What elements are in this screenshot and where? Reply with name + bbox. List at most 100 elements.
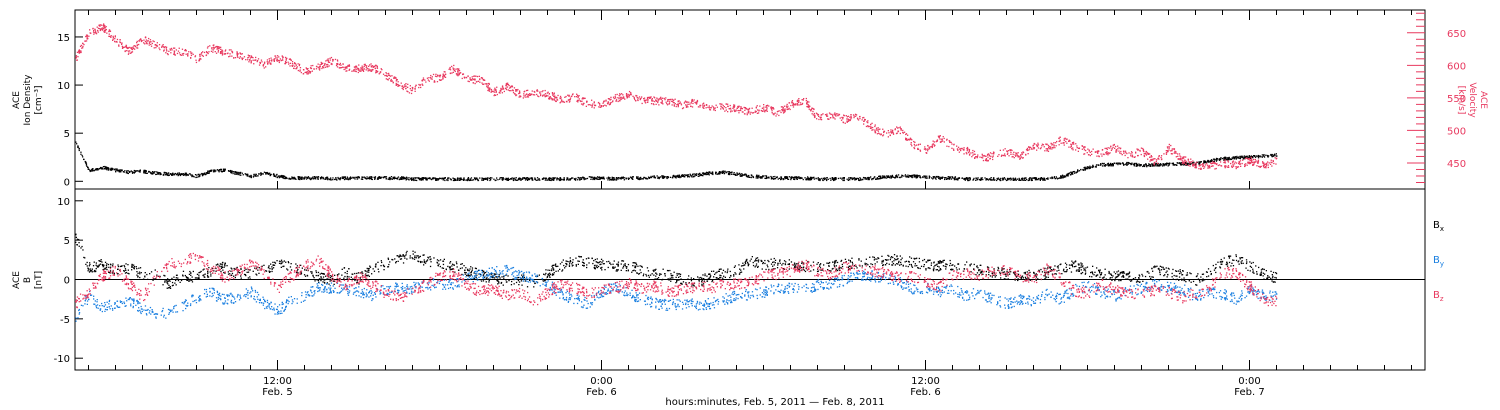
velocity-point: [103, 24, 105, 26]
velocity-point: [85, 40, 88, 42]
velocity-point: [1158, 155, 1160, 158]
velocity-point: [872, 126, 874, 129]
density-point: [692, 173, 694, 175]
velocity-point: [1272, 160, 1274, 162]
density-point: [368, 176, 370, 178]
density-point: [216, 169, 218, 171]
density-point: [593, 178, 595, 180]
density-point: [1236, 157, 1238, 159]
velocity-point: [105, 26, 107, 28]
density-point: [1261, 154, 1263, 156]
density-point: [1145, 164, 1147, 166]
density-point: [507, 177, 509, 179]
density-point: [466, 179, 468, 181]
density-point: [1013, 178, 1015, 180]
velocity-point: [973, 153, 975, 155]
density-point: [222, 168, 225, 170]
density-point: [131, 172, 134, 174]
velocity-point: [271, 59, 273, 61]
velocity-point: [1076, 145, 1078, 147]
density-point: [1203, 161, 1205, 163]
velocity-point: [81, 47, 83, 49]
velocity-point: [905, 138, 907, 141]
velocity-point: [1171, 148, 1173, 150]
density-point: [780, 177, 782, 180]
velocity-point: [1033, 148, 1035, 150]
density-point: [470, 179, 472, 181]
density-point: [1257, 154, 1259, 157]
density-point: [1163, 165, 1165, 167]
velocity-point: [1059, 136, 1061, 138]
density-point: [368, 178, 370, 180]
density-point: [342, 177, 344, 179]
velocity-point: [106, 32, 108, 34]
density-point: [189, 173, 191, 175]
density-point: [255, 173, 257, 176]
velocity-point: [229, 53, 231, 55]
velocity-point: [709, 107, 711, 109]
velocity-point: [421, 83, 423, 85]
density-point: [1210, 160, 1212, 163]
velocity-point: [710, 107, 712, 109]
density-point: [396, 178, 398, 180]
density-point: [691, 176, 693, 178]
density-point: [1023, 178, 1025, 180]
density-point: [704, 173, 706, 176]
velocity-point: [826, 114, 828, 116]
velocity-point: [811, 113, 813, 115]
density-point: [659, 176, 662, 178]
velocity-point: [460, 72, 462, 74]
density-point: [178, 172, 180, 174]
density-point: [773, 178, 775, 180]
velocity-point: [794, 103, 797, 105]
density-point: [550, 179, 552, 182]
velocity-point: [421, 79, 423, 82]
left-density-axis-title-line: Ion Density: [23, 74, 33, 126]
density-point: [1135, 162, 1138, 165]
velocity-point: [572, 93, 574, 95]
density-point: [95, 168, 97, 170]
velocity-point: [759, 105, 761, 107]
density-point: [738, 172, 741, 174]
density-point: [534, 177, 536, 179]
density-point: [699, 172, 701, 175]
density-point: [770, 175, 772, 178]
velocity-point: [1185, 163, 1187, 165]
velocity-point: [936, 140, 938, 142]
velocity-point: [1181, 157, 1183, 160]
density-point: [1156, 165, 1158, 167]
velocity-point: [705, 107, 707, 109]
velocity-point: [501, 88, 503, 90]
velocity-point: [368, 69, 370, 72]
density-point: [253, 173, 255, 175]
velocity-point: [103, 29, 106, 32]
density-point: [888, 176, 890, 178]
velocity-point: [555, 97, 557, 99]
velocity-point: [482, 83, 485, 85]
velocity-point: [313, 68, 315, 70]
velocity-point: [238, 57, 241, 59]
velocity-point: [1190, 161, 1193, 163]
density-point: [718, 173, 721, 175]
velocity-point: [315, 68, 318, 70]
velocity-point: [737, 105, 739, 108]
velocity-point: [86, 37, 88, 39]
density-point: [116, 168, 118, 170]
velocity-point: [1125, 152, 1127, 154]
velocity-point: [328, 65, 330, 67]
velocity-point: [465, 77, 468, 79]
velocity-point: [609, 102, 611, 104]
velocity-point: [379, 71, 382, 73]
velocity-point: [296, 66, 298, 68]
density-point: [980, 178, 983, 180]
velocity-point: [218, 47, 221, 49]
velocity-point: [524, 94, 527, 96]
density-point: [352, 177, 354, 179]
velocity-point: [599, 104, 601, 106]
velocity-point: [796, 101, 799, 103]
density-point: [949, 177, 951, 179]
velocity-point: [958, 151, 960, 153]
velocity-point: [880, 134, 882, 136]
velocity-point: [524, 90, 526, 92]
velocity-point: [1231, 165, 1233, 167]
